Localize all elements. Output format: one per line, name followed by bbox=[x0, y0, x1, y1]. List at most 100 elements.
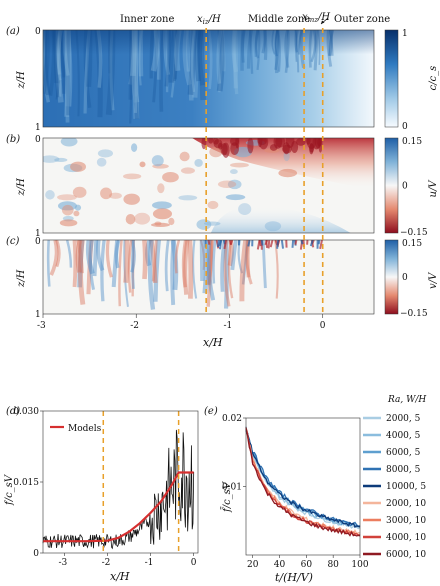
plume-streak bbox=[228, 240, 232, 246]
y-tick-label: 1 bbox=[35, 123, 41, 133]
panel-tag: (b) bbox=[6, 134, 20, 145]
eddy bbox=[212, 138, 219, 145]
colorbar bbox=[384, 29, 399, 128]
eddy bbox=[194, 158, 203, 167]
eddy bbox=[162, 172, 179, 183]
eddy bbox=[134, 212, 151, 225]
y-axis-label: f/c_sV bbox=[4, 473, 15, 506]
plume-streak bbox=[192, 240, 198, 299]
plume-streak bbox=[96, 240, 105, 272]
plume-streak bbox=[212, 240, 217, 284]
plume-streak bbox=[274, 240, 279, 299]
panel-d: -3 -2 -1 0 0 0.015 0.030(d) x/H f/c_sV Models bbox=[4, 406, 199, 583]
colorbar-tick-label: −0.15 bbox=[400, 228, 428, 238]
eddy bbox=[257, 138, 263, 148]
y-tick-label: 0.01 bbox=[222, 483, 242, 493]
eddy bbox=[179, 151, 190, 162]
eddy bbox=[154, 221, 162, 226]
plume-streak bbox=[239, 240, 249, 302]
plume-streak bbox=[269, 240, 274, 248]
eddy bbox=[157, 183, 165, 194]
plume-streak bbox=[216, 240, 220, 248]
plume-streak bbox=[170, 240, 176, 306]
eddy bbox=[109, 192, 122, 199]
panel-tag: (c) bbox=[6, 236, 20, 247]
y-tick-label: 0 bbox=[35, 237, 41, 247]
eddy bbox=[57, 201, 78, 211]
eddy bbox=[123, 193, 140, 205]
y-axis-label: z/H bbox=[16, 71, 27, 90]
eddy bbox=[230, 169, 238, 175]
eddy bbox=[59, 219, 78, 227]
eddy bbox=[152, 208, 173, 220]
plume-streak bbox=[65, 240, 73, 268]
y-tick-label: 0.02 bbox=[222, 414, 242, 424]
eddy bbox=[125, 213, 136, 225]
eddy bbox=[45, 190, 55, 200]
plume-streak bbox=[114, 240, 121, 269]
colorbar bbox=[384, 137, 399, 234]
plume-streak bbox=[276, 240, 280, 249]
plume-streak bbox=[85, 240, 95, 275]
plume-streak bbox=[309, 240, 314, 247]
eddy bbox=[312, 138, 321, 150]
plume-streak bbox=[218, 240, 223, 250]
eddy bbox=[43, 155, 60, 163]
legend-label: 6000, 5 bbox=[386, 448, 421, 458]
plume-streak bbox=[258, 240, 262, 247]
eddy bbox=[291, 140, 299, 154]
plume-streak bbox=[280, 240, 285, 249]
legend-label: 4000, 5 bbox=[386, 431, 421, 441]
eddy bbox=[151, 155, 164, 167]
panel-c bbox=[42, 239, 375, 315]
plume-streak bbox=[76, 240, 84, 274]
plume-streak bbox=[241, 240, 249, 285]
eddy bbox=[208, 138, 214, 144]
eddy bbox=[123, 173, 142, 180]
plume-streak bbox=[75, 240, 83, 273]
x-tick-label: -3 bbox=[59, 558, 68, 568]
colorbar-label: u/V bbox=[428, 179, 439, 198]
panel-e: 20 40 60 80 100 0.01 0.02 (e) t/(H/V) f̄/c_sV Ra, … bbox=[204, 395, 426, 584]
eddy bbox=[230, 142, 240, 156]
plume-streak bbox=[100, 240, 106, 302]
eddy bbox=[230, 138, 240, 146]
plume-streak bbox=[131, 240, 136, 289]
y-tick-label: 0.015 bbox=[13, 478, 39, 488]
xmz-marker-label: xmz/H bbox=[302, 12, 330, 24]
eddy bbox=[275, 138, 286, 148]
eddy bbox=[264, 221, 282, 232]
plume-streak bbox=[147, 240, 156, 310]
eddy bbox=[278, 168, 298, 178]
y-tick-label: 0 bbox=[33, 549, 39, 559]
eddy bbox=[305, 138, 311, 145]
outer-zone-label: Outer zone bbox=[334, 14, 390, 25]
xiz-marker-label: xiz/H bbox=[197, 14, 221, 26]
top-x-axis: -3 -2 -1 0 bbox=[37, 314, 326, 331]
eddy bbox=[57, 194, 77, 201]
plume-streak bbox=[164, 240, 170, 292]
colorbar-tick-label: 0 bbox=[402, 182, 408, 192]
x-tick-label: 100 bbox=[351, 560, 368, 570]
plume-streak bbox=[319, 240, 323, 250]
inner-zone-label: Inner zone bbox=[120, 14, 174, 25]
plume-streak bbox=[111, 240, 120, 288]
eddy bbox=[139, 161, 146, 168]
plume-streak bbox=[89, 240, 95, 290]
zone-markers bbox=[205, 28, 324, 316]
plume-streak bbox=[206, 240, 214, 307]
eddy bbox=[100, 187, 113, 200]
top-panel-labels: (a) 01z/H(b) 01z/H(c) 01z/H bbox=[6, 26, 41, 320]
colorbar-tick-label: −0.15 bbox=[400, 309, 428, 319]
eddy bbox=[217, 180, 237, 188]
legend-label: Models bbox=[68, 424, 102, 434]
plume-streak bbox=[153, 240, 161, 302]
plume-streak bbox=[205, 240, 215, 285]
colorbar-label: v/V bbox=[428, 271, 439, 289]
x-tick-label: -1 bbox=[145, 558, 154, 568]
plume-streak bbox=[127, 240, 133, 293]
panel-c-field bbox=[43, 240, 374, 314]
eddy bbox=[269, 144, 278, 151]
eddy bbox=[222, 142, 230, 158]
